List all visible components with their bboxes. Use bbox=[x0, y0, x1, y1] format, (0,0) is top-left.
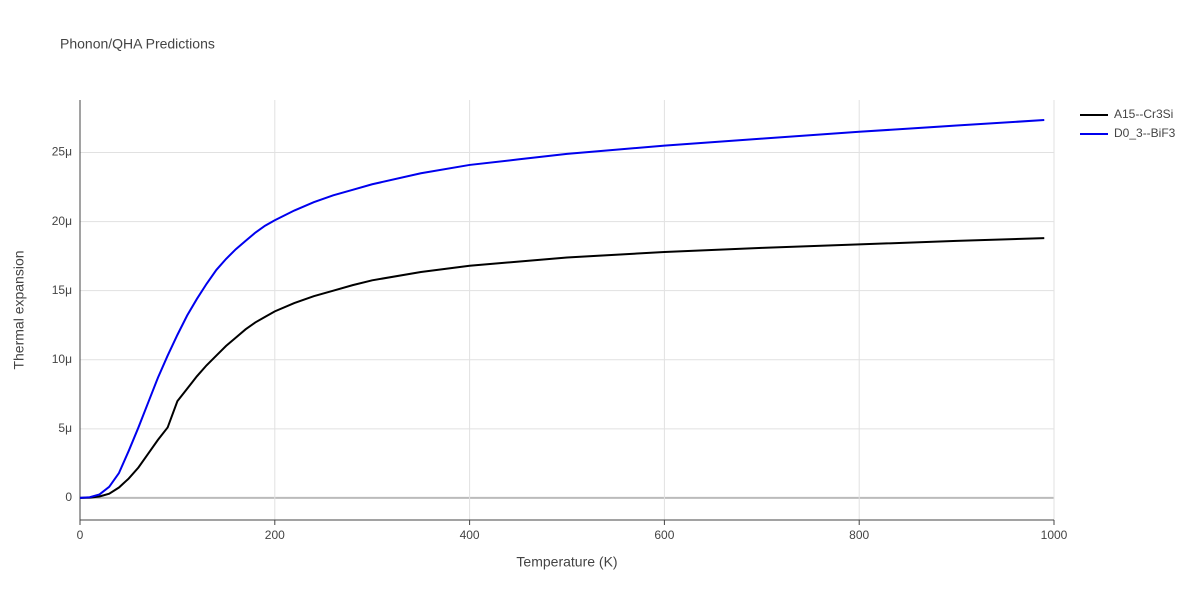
y-axis-title: Thermal expansion bbox=[11, 250, 27, 369]
y-tick-label: 5μ bbox=[58, 421, 72, 435]
x-tick-label: 600 bbox=[654, 528, 674, 542]
x-tick-label: 400 bbox=[460, 528, 480, 542]
x-tick-label: 1000 bbox=[1041, 528, 1068, 542]
chart-title: Phonon/QHA Predictions bbox=[60, 36, 215, 52]
legend-label: A15--Cr3Si bbox=[1114, 107, 1173, 121]
x-axis-title: Temperature (K) bbox=[516, 554, 617, 570]
line-series bbox=[79, 237, 1045, 499]
y-tick-label: 25μ bbox=[52, 145, 72, 159]
y-tick-label: 15μ bbox=[52, 283, 72, 297]
x-tick-label: 800 bbox=[849, 528, 869, 542]
line-series bbox=[79, 119, 1045, 499]
x-tick-label: 200 bbox=[265, 528, 285, 542]
x-tick-label: 0 bbox=[77, 528, 84, 542]
y-tick-label: 10μ bbox=[52, 352, 72, 366]
y-tick-label: 0 bbox=[65, 490, 72, 504]
y-tick-label: 20μ bbox=[52, 214, 72, 228]
legend-label: D0_3--BiF3 bbox=[1114, 126, 1176, 140]
